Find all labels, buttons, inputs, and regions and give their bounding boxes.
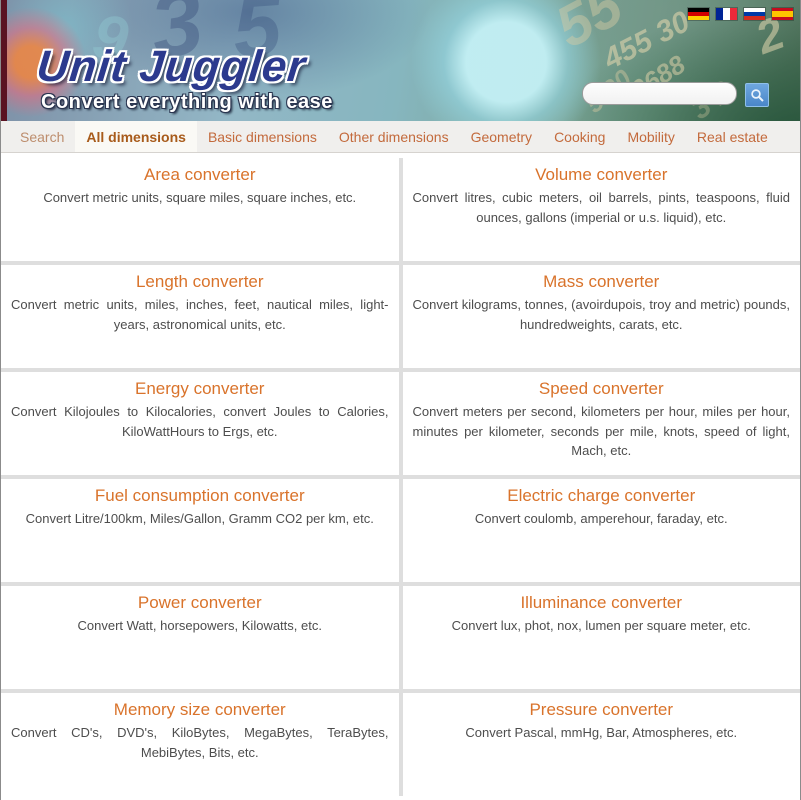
converter-description: Convert Kilojoules to Kilocalories, conv… (11, 404, 389, 439)
converter-title[interactable]: Energy converter (135, 379, 265, 398)
decor-number: 55 (545, 0, 633, 61)
converter-description: Convert Litre/100km, Miles/Gallon, Gramm… (25, 511, 374, 526)
converter-card[interactable]: Illuminance converter Convert lux, phot,… (402, 586, 800, 689)
converter-description: Convert coulomb, amperehour, faraday, et… (474, 511, 728, 526)
nav-item-basic-dimensions[interactable]: Basic dimensions (207, 128, 317, 145)
converter-card[interactable]: Mass converter Convert kilograms, tonnes… (402, 265, 800, 368)
magnifier-icon (750, 88, 765, 103)
converter-description: Convert Watt, horsepowers, Kilowatts, et… (77, 618, 322, 633)
nav-item-search[interactable]: Search (20, 128, 65, 145)
converter-title[interactable]: Length converter (135, 272, 264, 291)
german-flag-icon[interactable] (688, 8, 709, 20)
converter-card[interactable]: Energy converter Convert Kilojoules to K… (1, 372, 399, 475)
converter-description: Convert kilograms, tonnes, (avoirdupois,… (412, 297, 791, 332)
converter-description: Convert meters per second, kilometers pe… (412, 404, 791, 458)
converter-grid: Area converter Convert metric units, squ… (1, 158, 800, 796)
russian-flag-icon[interactable] (744, 8, 765, 20)
main-nav: Search All dimensions Basic dimensions Othe… (1, 121, 800, 153)
converter-title[interactable]: Mass converter (543, 272, 660, 291)
converter-title[interactable]: Power converter (137, 593, 262, 612)
converter-description: Convert metric units, square miles, squa… (43, 190, 357, 205)
converter-title[interactable]: Volume converter (535, 165, 668, 184)
converter-card[interactable]: Pressure converter Convert Pascal, mmHg,… (402, 693, 800, 796)
converter-title[interactable]: Speed converter (538, 379, 664, 398)
converter-description: Convert metric units, miles, inches, fee… (11, 297, 389, 332)
converter-card[interactable]: Memory size converter Convert CD's, DVD'… (1, 693, 399, 796)
converter-card[interactable]: Length converter Convert metric units, m… (1, 265, 399, 368)
site-logo[interactable]: Unit Juggler (34, 42, 309, 91)
search-button[interactable] (745, 83, 769, 107)
nav-item-real-estate[interactable]: Real estate (696, 128, 768, 145)
converter-description: Convert lux, phot, nox, lumen per square… (451, 618, 751, 633)
converter-title[interactable]: Memory size converter (113, 700, 286, 719)
converter-title[interactable]: Illuminance converter (520, 593, 683, 612)
converter-title[interactable]: Area converter (144, 165, 256, 184)
french-flag-icon[interactable] (716, 8, 737, 20)
spanish-flag-icon[interactable] (772, 8, 793, 20)
converter-card[interactable]: Volume converter Convert litres, cubic m… (402, 158, 800, 261)
converter-card[interactable]: Area converter Convert metric units, squ… (1, 158, 399, 261)
nav-item-mobility[interactable]: Mobility (627, 128, 675, 145)
converter-description: Convert Pascal, mmHg, Bar, Atmospheres, … (465, 725, 738, 740)
site-tagline: Convert everything with ease (41, 91, 333, 113)
nav-item-other-dimensions[interactable]: Other dimensions (338, 128, 449, 145)
converter-title[interactable]: Electric charge converter (507, 486, 696, 505)
converter-card[interactable]: Speed converter Convert meters per secon… (402, 372, 800, 475)
decor-number: 455 30 (598, 5, 696, 77)
converter-card[interactable]: Power converter Convert Watt, horsepower… (1, 586, 399, 689)
converter-description: Convert litres, cubic meters, oil barrel… (412, 190, 791, 225)
converter-description: Convert CD's, DVD's, KiloBytes, MegaByte… (11, 725, 389, 760)
converter-card[interactable]: Electric charge converter Convert coulom… (402, 479, 800, 582)
search-input[interactable] (582, 82, 737, 105)
converter-title[interactable]: Pressure converter (529, 700, 674, 719)
language-flag-bar (688, 8, 793, 20)
nav-item-cooking[interactable]: Cooking (554, 128, 606, 145)
converter-card[interactable]: Fuel consumption converter Convert Litre… (1, 479, 399, 582)
nav-item-geometry[interactable]: Geometry (470, 128, 533, 145)
converter-title[interactable]: Fuel consumption converter (94, 486, 305, 505)
nav-item-all-dimensions[interactable]: All dimensions (75, 121, 197, 152)
